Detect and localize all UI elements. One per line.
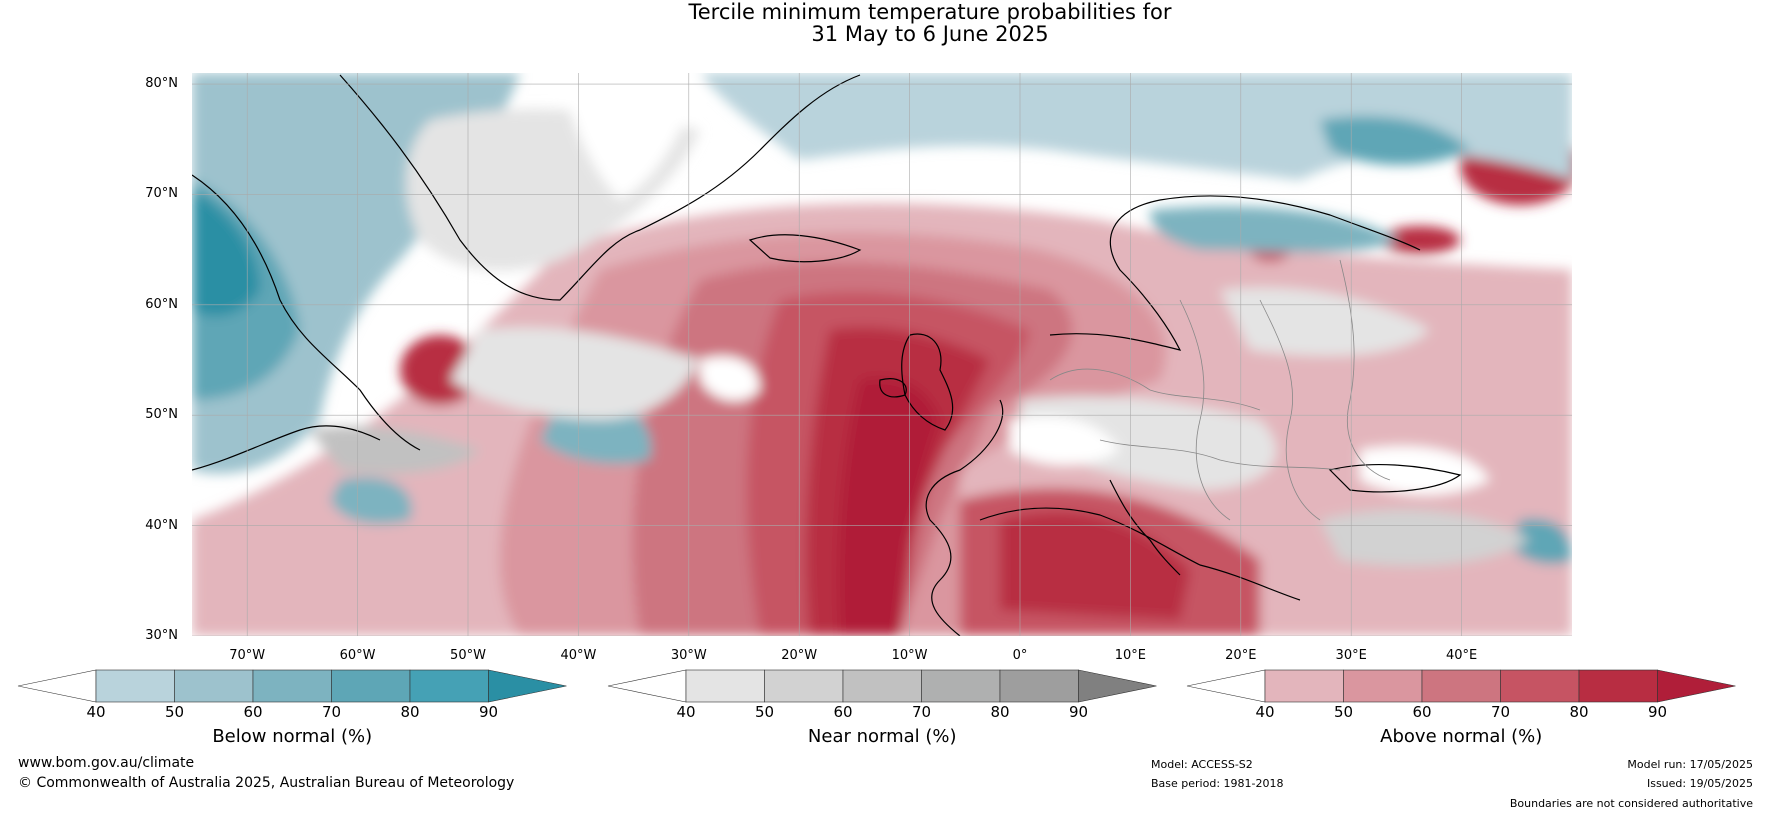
map-panel xyxy=(192,73,1572,636)
colorbar-tick-label: 80 xyxy=(1569,703,1589,721)
model-run-date: Model run: 17/05/2025 xyxy=(1627,758,1753,771)
map-title-line-2: 31 May to 6 June 2025 xyxy=(811,22,1049,46)
longitude-tick-label: 40°E xyxy=(1445,648,1478,663)
longitude-tick-label: 30°E xyxy=(1335,648,1367,663)
colorbar-segment xyxy=(331,669,411,703)
longitude-tick-label: 30°W xyxy=(670,648,707,663)
source-url[interactable]: www.bom.gov.au/climate xyxy=(18,755,195,771)
latitude-tick-label: 40°N xyxy=(145,517,178,533)
colorbar-tick-label: 40 xyxy=(1255,703,1275,721)
colorbar-segment xyxy=(1264,669,1344,703)
colorbar-title: Near normal (%) xyxy=(807,726,957,747)
colorbar-tick-label: 70 xyxy=(1490,703,1511,721)
colorbar-low-extension xyxy=(607,669,687,703)
colorbar-high-extension xyxy=(1078,669,1157,703)
colorbar-segment xyxy=(1343,669,1423,703)
colorbar-high-extension xyxy=(488,669,567,703)
coastlines xyxy=(192,74,1462,636)
colorbar-high-extension xyxy=(1657,669,1736,703)
longitude-tick-label: 70°W xyxy=(229,648,266,663)
colorbar-tick-label: 90 xyxy=(478,703,499,721)
graticule xyxy=(192,73,1572,636)
longitude-tick-label: 50°W xyxy=(450,648,486,663)
colorbar-segment xyxy=(409,669,489,703)
colorbar-tick-label: 70 xyxy=(321,703,342,721)
boundaries-disclaimer: Boundaries are not considered authoritat… xyxy=(1509,797,1753,810)
longitude-tick-label: 40°W xyxy=(560,648,597,663)
base-period: Base period: 1981-2018 xyxy=(1151,777,1284,790)
colorbar-tick-label: 50 xyxy=(164,703,185,721)
model-name: Model: ACCESS-S2 xyxy=(1151,758,1253,771)
latitude-tick-label: 50°N xyxy=(145,407,178,423)
latitude-tick-label: 30°N xyxy=(145,628,178,643)
longitude-tick-label: 20°W xyxy=(781,648,818,663)
longitude-tick-label: 60°W xyxy=(339,648,376,663)
colorbar-segment xyxy=(999,669,1079,703)
issued-date: Issued: 19/05/2025 xyxy=(1646,777,1753,790)
colorbar-tick-label: 80 xyxy=(990,703,1010,721)
longitude-tick-label: 10°E xyxy=(1114,648,1147,663)
colorbar-tick-label: 50 xyxy=(754,703,775,721)
colorbar-tick-label: 90 xyxy=(1647,703,1668,721)
colorbar-segment xyxy=(95,669,175,703)
colorbar-tick-label: 70 xyxy=(911,703,932,721)
colorbar-title: Above normal (%) xyxy=(1380,726,1543,747)
copyright-notice: © Commonwealth of Australia 2025, Austra… xyxy=(18,775,515,791)
colorbar-segment xyxy=(764,669,844,703)
colorbar-segment xyxy=(1500,669,1580,703)
colorbar-segment xyxy=(252,669,332,703)
colorbar-segment xyxy=(1421,669,1501,703)
longitude-tick-label: 20°E xyxy=(1225,648,1257,663)
colorbar-title: Below normal (%) xyxy=(212,726,373,747)
longitude-tick-label: 0° xyxy=(1012,648,1028,663)
colorbar-low-extension xyxy=(17,669,97,703)
colorbar-segment xyxy=(174,669,254,703)
colorbar-segment xyxy=(842,669,922,703)
colorbar-3 xyxy=(1186,669,1736,703)
colorbar-tick-label: 60 xyxy=(833,703,853,721)
colorbar-tick-label: 40 xyxy=(86,703,106,721)
colorbar-segment xyxy=(1578,669,1658,703)
latitude-tick-label: 80°N xyxy=(145,76,178,92)
longitude-tick-label: 10°W xyxy=(891,648,928,663)
map-title-line-1: Tercile minimum temperature probabilitie… xyxy=(688,0,1172,24)
latitude-tick-label: 60°N xyxy=(145,296,178,312)
colorbar-tick-label: 80 xyxy=(400,703,420,721)
colorbar-tick-label: 50 xyxy=(1333,703,1354,721)
colorbar-tick-label: 60 xyxy=(1412,703,1432,721)
colorbar-2 xyxy=(607,669,1157,703)
colorbar-tick-label: 90 xyxy=(1068,703,1089,721)
probability-field xyxy=(192,73,1572,636)
colorbar-1 xyxy=(17,669,567,703)
colorbar-low-extension xyxy=(1186,669,1266,703)
country-borders xyxy=(1049,259,1391,521)
colorbar-tick-label: 40 xyxy=(676,703,696,721)
colorbar-segment xyxy=(685,669,765,703)
colorbar-tick-label: 60 xyxy=(243,703,263,721)
legend-colorbars xyxy=(17,669,1736,703)
colorbar-segment xyxy=(921,669,1001,703)
latitude-tick-label: 70°N xyxy=(145,186,178,202)
